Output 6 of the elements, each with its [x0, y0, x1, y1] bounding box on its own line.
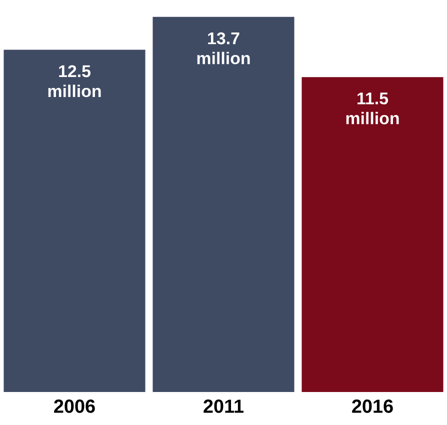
data-label: 11.5 million — [346, 92, 399, 124]
x-tick-label: 2016 — [352, 400, 393, 413]
data-label: 13.7 million — [197, 32, 250, 64]
x-tick-label: 2006 — [54, 400, 95, 413]
data-label: 12.5 million — [48, 65, 101, 98]
x-tick-label: 2011 — [204, 400, 244, 413]
